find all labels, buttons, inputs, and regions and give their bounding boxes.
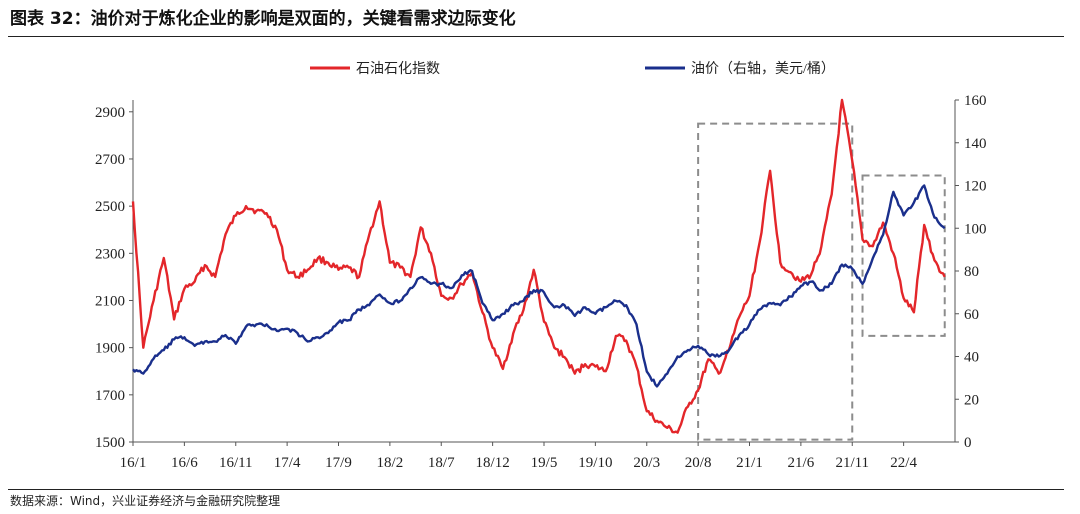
chart-title: 图表 32：油价对于炼化企业的影响是双面的，关键看需求边际变化 (10, 9, 516, 29)
chart-axes: 1500 1700 1900 2100 2300 2500 2700 2900 0 20 40 60 8… (95, 93, 987, 471)
y-left-tick-label: 1700 (95, 388, 125, 404)
y-left-tick-label: 2300 (95, 246, 125, 262)
y-right-tick-label: 120 (964, 179, 987, 195)
top-rule (8, 36, 1064, 37)
x-tick-label: 17/9 (325, 455, 352, 471)
y-right-tick-label: 20 (964, 392, 979, 408)
y-right-tick-label: 60 (964, 307, 979, 323)
x-tick-label: 20/8 (685, 455, 712, 471)
bottom-rule (8, 489, 1064, 490)
series-lines (131, 98, 946, 434)
series-line-1 (131, 98, 946, 434)
dashed-highlight-box (697, 122, 854, 441)
x-tick-label: 16/6 (171, 455, 198, 471)
y-left-tick-label: 2900 (95, 105, 125, 121)
y-left-tick-label: 2700 (95, 152, 125, 168)
legend-label-2: 油价（右轴，美元/桶） (691, 61, 835, 77)
legend: 石油石化指数 油价（右轴，美元/桶） (310, 61, 835, 77)
legend-label-1: 石油石化指数 (356, 61, 440, 77)
y-left-tick-label: 1500 (95, 435, 125, 451)
x-tick-label: 19/5 (531, 455, 558, 471)
y-right-tick-label: 0 (964, 435, 972, 451)
x-tick-label: 17/4 (274, 455, 301, 471)
x-tick-label: 18/7 (428, 455, 455, 471)
x-tick-label: 20/3 (633, 455, 660, 471)
x-tick-label: 19/10 (578, 455, 612, 471)
x-tick-label: 18/2 (377, 455, 404, 471)
y-left-tick-label: 2100 (95, 293, 125, 309)
y-right-tick-label: 100 (964, 221, 987, 237)
chart: 1500 1700 1900 2100 2300 2500 2700 2900 0 20 40 60 8… (95, 61, 987, 471)
x-tick-label: 22/4 (890, 455, 917, 471)
y-right-tick-label: 80 (964, 264, 979, 280)
x-tick-label: 21/11 (835, 455, 869, 471)
source-note: 数据来源：Wind，兴业证券经济与金融研究院整理 (10, 494, 281, 508)
x-tick-label: 16/1 (120, 455, 147, 471)
x-tick-label: 21/6 (788, 455, 815, 471)
x-tick-label: 21/1 (736, 455, 763, 471)
y-left-tick-label: 2500 (95, 199, 125, 215)
x-tick-label: 16/11 (219, 455, 253, 471)
dashed-boxes (697, 122, 946, 441)
y-right-tick-label: 140 (964, 136, 987, 152)
y-left-tick-label: 1900 (95, 341, 125, 357)
x-tick-label: 18/12 (476, 455, 510, 471)
y-right-tick-label: 160 (964, 93, 987, 109)
series-line-2 (132, 184, 946, 388)
dashed-highlight-box (861, 174, 946, 337)
y-right-tick-label: 40 (964, 350, 979, 366)
